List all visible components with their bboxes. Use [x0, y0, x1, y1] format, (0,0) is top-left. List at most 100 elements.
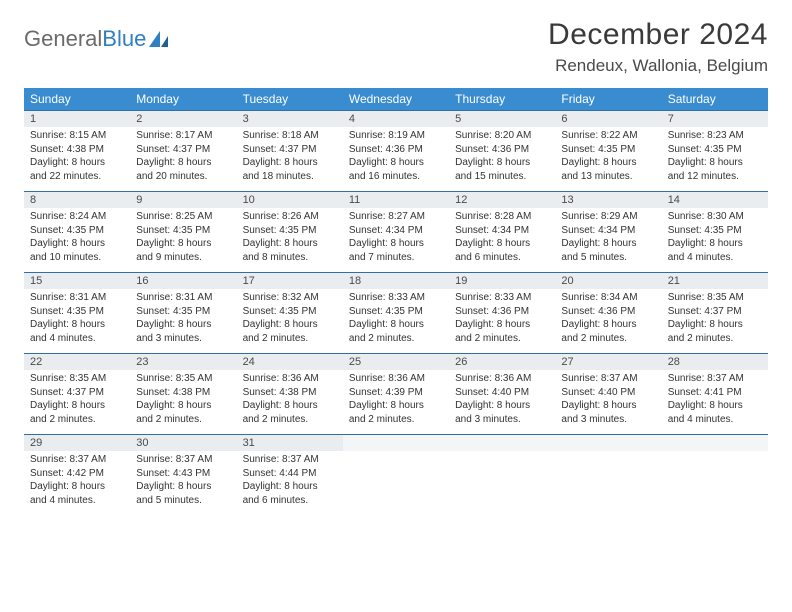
- sunset-text: Sunset: 4:35 PM: [136, 305, 230, 319]
- sunset-text: Sunset: 4:44 PM: [243, 467, 337, 481]
- empty-cell: [343, 435, 449, 452]
- empty-cell: [343, 451, 449, 515]
- daylight-text-2: and 9 minutes.: [136, 251, 230, 265]
- page-header: GeneralBlue December 2024 Rendeux, Wallo…: [24, 18, 768, 76]
- sunset-text: Sunset: 4:37 PM: [243, 143, 337, 157]
- day-number: 22: [24, 354, 130, 371]
- day-number: 16: [130, 273, 236, 290]
- daylight-text-1: Daylight: 8 hours: [136, 399, 230, 413]
- daylight-text-1: Daylight: 8 hours: [243, 156, 337, 170]
- day-number: 13: [555, 192, 661, 209]
- day-cell: Sunrise: 8:17 AMSunset: 4:37 PMDaylight:…: [130, 127, 236, 192]
- daylight-text-2: and 8 minutes.: [243, 251, 337, 265]
- day-number: 31: [237, 435, 343, 452]
- day-number: 17: [237, 273, 343, 290]
- weekday-header: Saturday: [662, 88, 768, 111]
- daylight-text-1: Daylight: 8 hours: [668, 318, 762, 332]
- month-title: December 2024: [548, 18, 768, 52]
- sunrise-text: Sunrise: 8:37 AM: [30, 453, 124, 467]
- sunrise-text: Sunrise: 8:29 AM: [561, 210, 655, 224]
- day-cell: Sunrise: 8:24 AMSunset: 4:35 PMDaylight:…: [24, 208, 130, 273]
- daylight-text-2: and 2 minutes.: [455, 332, 549, 346]
- sunrise-text: Sunrise: 8:33 AM: [349, 291, 443, 305]
- daylight-text-1: Daylight: 8 hours: [30, 399, 124, 413]
- sunrise-text: Sunrise: 8:30 AM: [668, 210, 762, 224]
- day-number: 30: [130, 435, 236, 452]
- sunrise-text: Sunrise: 8:22 AM: [561, 129, 655, 143]
- daylight-text-2: and 2 minutes.: [349, 413, 443, 427]
- daylight-text-1: Daylight: 8 hours: [243, 399, 337, 413]
- daylight-text-1: Daylight: 8 hours: [455, 399, 549, 413]
- day-number: 23: [130, 354, 236, 371]
- sunrise-text: Sunrise: 8:36 AM: [455, 372, 549, 386]
- sunrise-text: Sunrise: 8:37 AM: [561, 372, 655, 386]
- daylight-text-2: and 2 minutes.: [668, 332, 762, 346]
- day-cell: Sunrise: 8:28 AMSunset: 4:34 PMDaylight:…: [449, 208, 555, 273]
- daylight-text-1: Daylight: 8 hours: [561, 237, 655, 251]
- logo-sail-icon: [148, 30, 170, 48]
- daylight-text-2: and 12 minutes.: [668, 170, 762, 184]
- daylight-text-1: Daylight: 8 hours: [349, 237, 443, 251]
- location-label: Rendeux, Wallonia, Belgium: [548, 56, 768, 76]
- sunset-text: Sunset: 4:37 PM: [30, 386, 124, 400]
- day-number: 11: [343, 192, 449, 209]
- day-cell: Sunrise: 8:32 AMSunset: 4:35 PMDaylight:…: [237, 289, 343, 354]
- day-cell: Sunrise: 8:23 AMSunset: 4:35 PMDaylight:…: [662, 127, 768, 192]
- sunset-text: Sunset: 4:39 PM: [349, 386, 443, 400]
- daylight-text-2: and 4 minutes.: [30, 494, 124, 508]
- sunset-text: Sunset: 4:36 PM: [349, 143, 443, 157]
- day-cell: Sunrise: 8:37 AMSunset: 4:44 PMDaylight:…: [237, 451, 343, 515]
- daylight-text-1: Daylight: 8 hours: [349, 318, 443, 332]
- daylight-text-1: Daylight: 8 hours: [561, 399, 655, 413]
- sunset-text: Sunset: 4:36 PM: [455, 143, 549, 157]
- day-number-row: 1234567: [24, 111, 768, 128]
- daylight-text-1: Daylight: 8 hours: [30, 237, 124, 251]
- day-number-row: 15161718192021: [24, 273, 768, 290]
- daylight-text-2: and 2 minutes.: [243, 413, 337, 427]
- day-cell: Sunrise: 8:35 AMSunset: 4:37 PMDaylight:…: [24, 370, 130, 435]
- sunrise-text: Sunrise: 8:37 AM: [668, 372, 762, 386]
- day-data-row: Sunrise: 8:31 AMSunset: 4:35 PMDaylight:…: [24, 289, 768, 354]
- daylight-text-1: Daylight: 8 hours: [136, 480, 230, 494]
- sunset-text: Sunset: 4:35 PM: [30, 224, 124, 238]
- sunset-text: Sunset: 4:38 PM: [30, 143, 124, 157]
- sunset-text: Sunset: 4:38 PM: [136, 386, 230, 400]
- sunset-text: Sunset: 4:35 PM: [668, 224, 762, 238]
- daylight-text-1: Daylight: 8 hours: [243, 318, 337, 332]
- sunrise-text: Sunrise: 8:34 AM: [561, 291, 655, 305]
- logo-word-2: Blue: [102, 26, 146, 52]
- calendar-table: Sunday Monday Tuesday Wednesday Thursday…: [24, 88, 768, 515]
- daylight-text-2: and 7 minutes.: [349, 251, 443, 265]
- daylight-text-2: and 16 minutes.: [349, 170, 443, 184]
- daylight-text-2: and 4 minutes.: [668, 413, 762, 427]
- daylight-text-1: Daylight: 8 hours: [668, 237, 762, 251]
- day-cell: Sunrise: 8:37 AMSunset: 4:40 PMDaylight:…: [555, 370, 661, 435]
- daylight-text-1: Daylight: 8 hours: [349, 399, 443, 413]
- day-cell: Sunrise: 8:30 AMSunset: 4:35 PMDaylight:…: [662, 208, 768, 273]
- sunrise-text: Sunrise: 8:28 AM: [455, 210, 549, 224]
- sunrise-text: Sunrise: 8:33 AM: [455, 291, 549, 305]
- sunset-text: Sunset: 4:35 PM: [668, 143, 762, 157]
- day-cell: Sunrise: 8:31 AMSunset: 4:35 PMDaylight:…: [24, 289, 130, 354]
- daylight-text-1: Daylight: 8 hours: [136, 156, 230, 170]
- day-cell: Sunrise: 8:33 AMSunset: 4:35 PMDaylight:…: [343, 289, 449, 354]
- sunrise-text: Sunrise: 8:35 AM: [668, 291, 762, 305]
- day-cell: Sunrise: 8:36 AMSunset: 4:40 PMDaylight:…: [449, 370, 555, 435]
- weekday-header: Wednesday: [343, 88, 449, 111]
- daylight-text-1: Daylight: 8 hours: [136, 318, 230, 332]
- sunrise-text: Sunrise: 8:37 AM: [243, 453, 337, 467]
- daylight-text-2: and 22 minutes.: [30, 170, 124, 184]
- sunset-text: Sunset: 4:40 PM: [561, 386, 655, 400]
- sunset-text: Sunset: 4:38 PM: [243, 386, 337, 400]
- day-data-row: Sunrise: 8:35 AMSunset: 4:37 PMDaylight:…: [24, 370, 768, 435]
- sunrise-text: Sunrise: 8:23 AM: [668, 129, 762, 143]
- sunrise-text: Sunrise: 8:24 AM: [30, 210, 124, 224]
- day-cell: Sunrise: 8:26 AMSunset: 4:35 PMDaylight:…: [237, 208, 343, 273]
- daylight-text-2: and 4 minutes.: [30, 332, 124, 346]
- day-cell: Sunrise: 8:31 AMSunset: 4:35 PMDaylight:…: [130, 289, 236, 354]
- sunrise-text: Sunrise: 8:31 AM: [136, 291, 230, 305]
- sunset-text: Sunset: 4:36 PM: [561, 305, 655, 319]
- daylight-text-1: Daylight: 8 hours: [349, 156, 443, 170]
- logo-word-1: General: [24, 26, 102, 52]
- daylight-text-2: and 2 minutes.: [136, 413, 230, 427]
